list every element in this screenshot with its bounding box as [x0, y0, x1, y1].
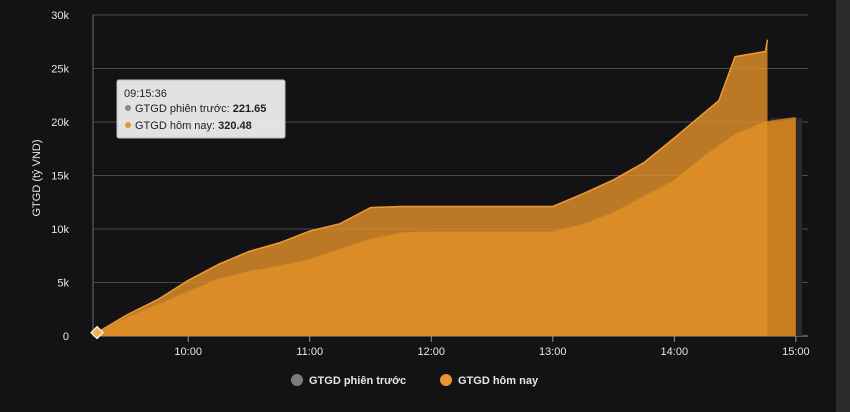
line-series-1 — [96, 39, 769, 334]
y-tick-label: 5k — [57, 278, 69, 290]
tooltip: 09:15:36 GTGD phiên trước: 221.65 GTGD hôm… — [116, 79, 286, 139]
y-tick-label: 30k — [51, 10, 69, 22]
legend-label: GTGD hôm nay — [458, 375, 539, 387]
y-tick-label: 0 — [63, 331, 69, 343]
tooltip-box — [116, 79, 286, 139]
tooltip-row: GTGD hôm nay: 320.48 — [135, 120, 252, 132]
legend-swatch — [291, 374, 303, 386]
tooltip-value: 221.65 — [233, 103, 267, 115]
area-series-1 — [97, 39, 768, 336]
x-tick-label: 11:00 — [296, 346, 323, 358]
x-tick-label: 14:00 — [661, 346, 689, 358]
legend-item[interactable]: GTGD phiên trước — [291, 374, 406, 387]
hover-marker[interactable] — [90, 325, 104, 340]
y-tick-label: 15k — [51, 171, 69, 183]
y-tick-label: 10k — [51, 224, 69, 236]
x-tick-label: 13:00 — [539, 346, 567, 358]
tooltip-time: 09:15:36 — [124, 88, 167, 100]
axis-layer: 0 5k 10k 15k 20k 25k 30k 10:00 11:00 12:00 13:00 14… — [51, 10, 809, 358]
tooltip-row: GTGD phiên trước: 221.65 — [135, 103, 266, 115]
tooltip-dot — [125, 122, 131, 128]
tooltip-value: 320.48 — [218, 120, 252, 132]
x-tick-label: 15:00 — [782, 346, 810, 358]
legend-item[interactable]: GTGD hôm nay — [440, 374, 539, 387]
tooltip-dot — [125, 105, 131, 111]
tooltip-label: GTGD phiên trước: — [135, 103, 233, 115]
legend[interactable]: GTGD phiên trước GTGD hôm nay — [291, 374, 539, 387]
page-scroll-edge — [836, 0, 850, 412]
area-layer — [90, 39, 796, 340]
y-tick-label: 20k — [51, 117, 69, 129]
x-tick-label: 10:00 — [174, 346, 202, 358]
tooltip-label: GTGD hôm nay: — [135, 120, 218, 132]
x-tick-label: 12:00 — [417, 346, 445, 358]
y-tick-label: 25k — [51, 64, 69, 76]
legend-swatch — [440, 374, 452, 386]
legend-label: GTGD phiên trước — [309, 375, 406, 387]
y-axis-title: GTGD (tỷ VND) — [31, 140, 43, 217]
